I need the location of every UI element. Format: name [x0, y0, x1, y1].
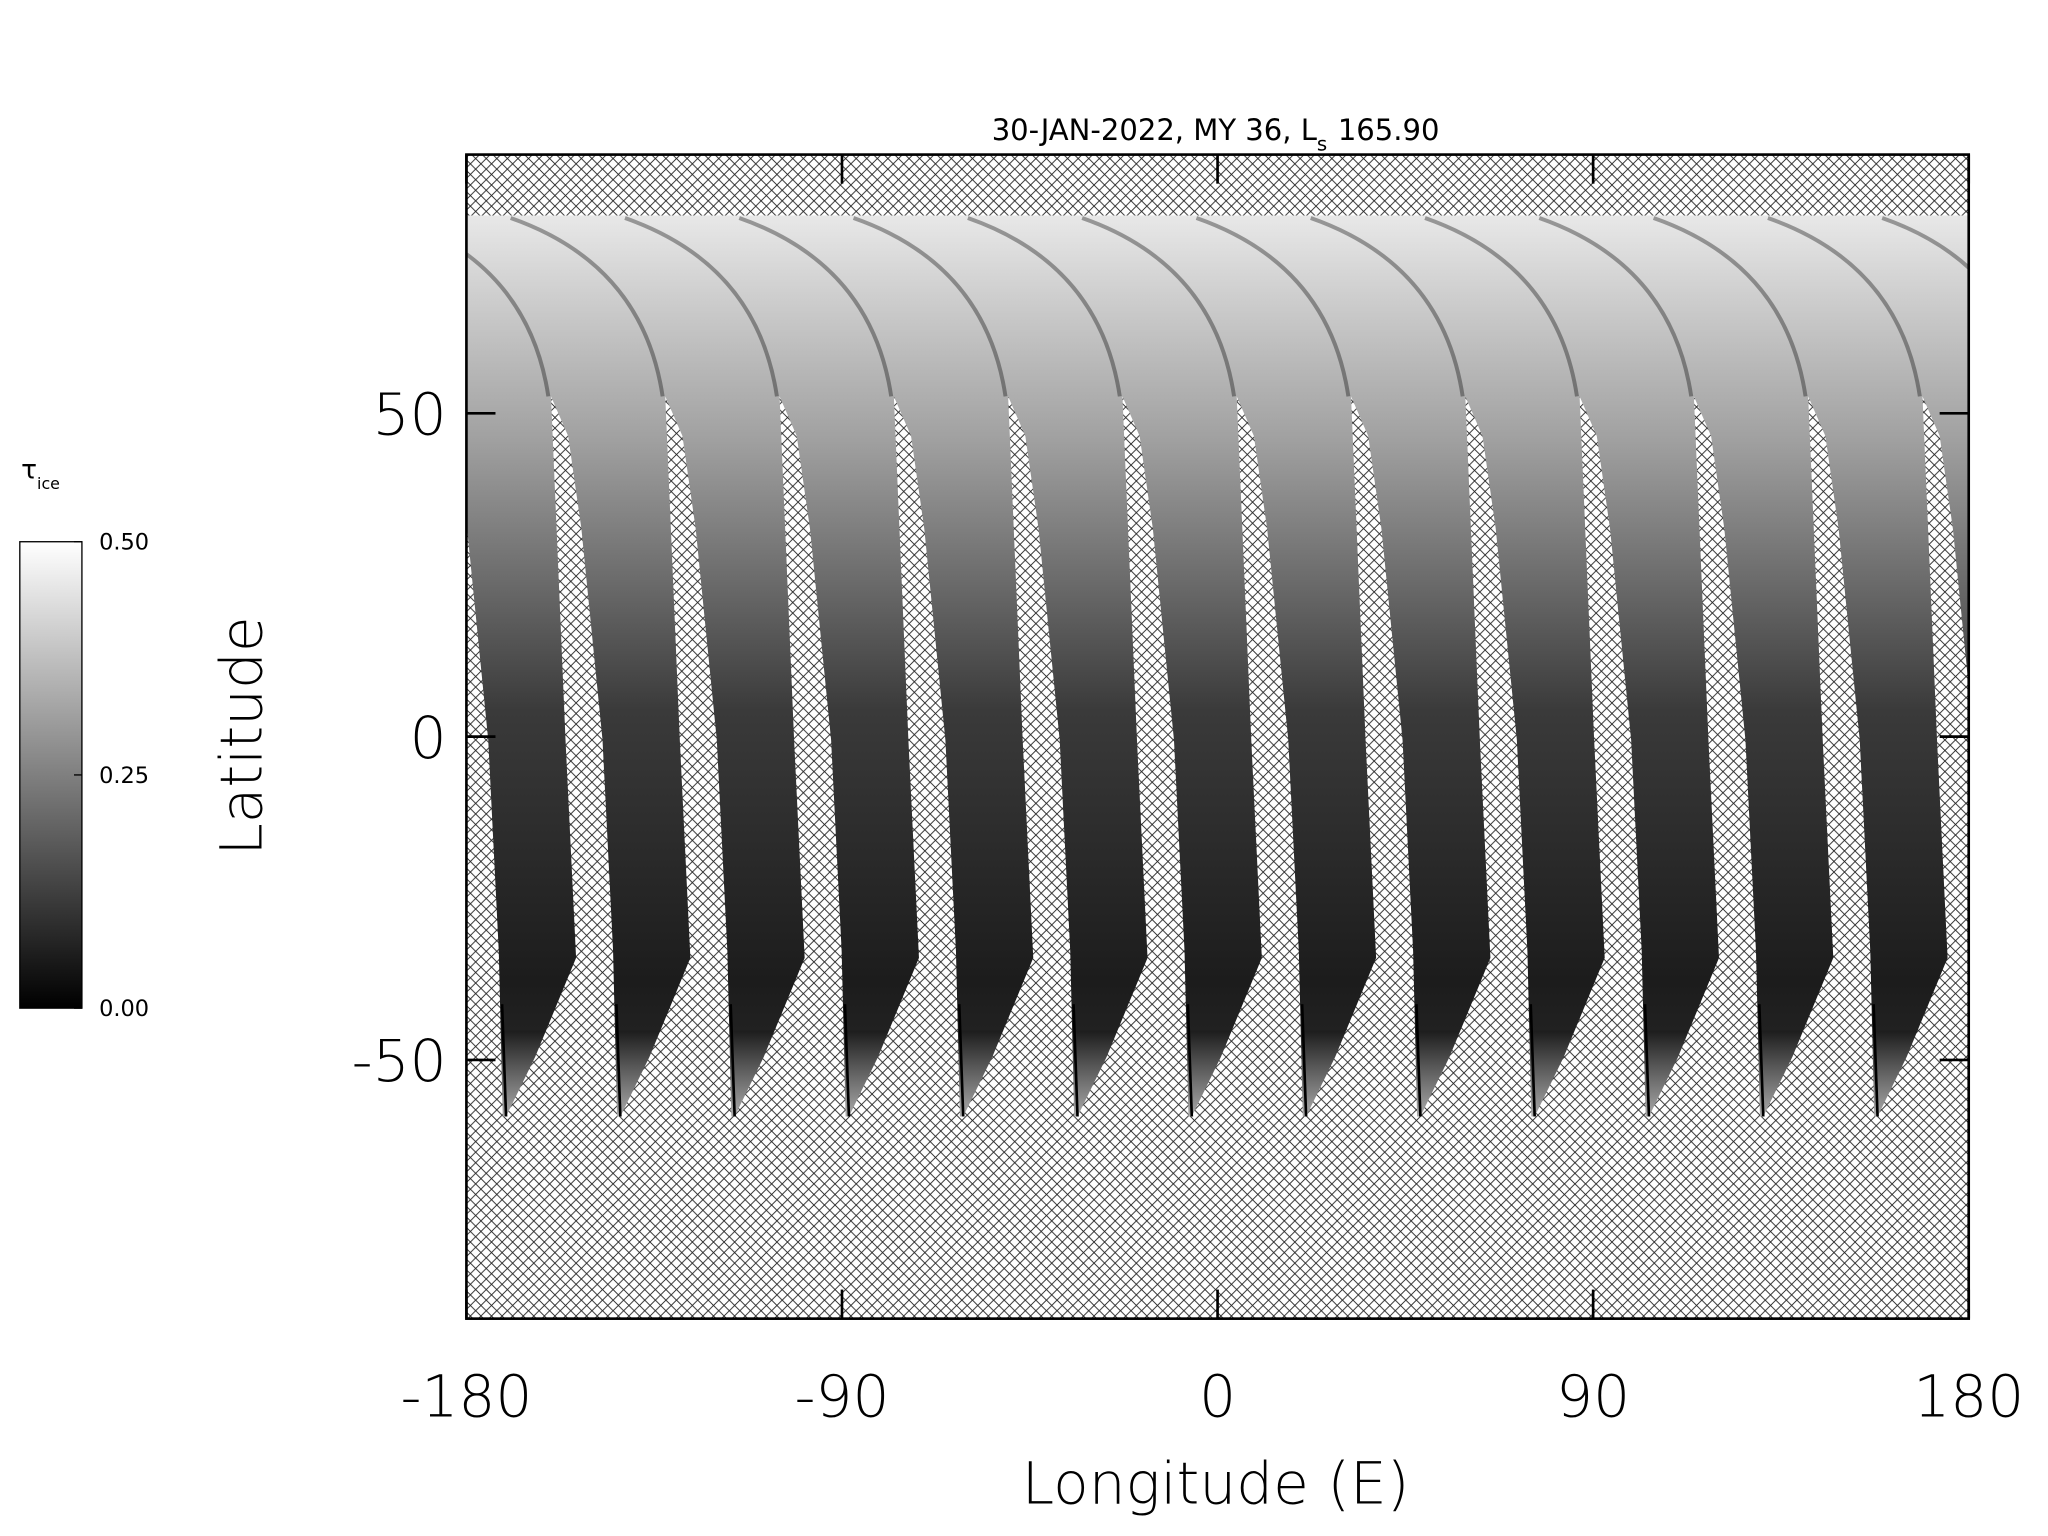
swath-edge-line [957, 1004, 965, 1117]
swath-gap [1077, 396, 1189, 1117]
swath-edge-line [1186, 1004, 1194, 1117]
swath-edge [510, 216, 665, 397]
colorbar-tick-label: 0.50 [99, 530, 149, 556]
swath-gap [506, 396, 618, 1117]
swath-edge [624, 216, 779, 397]
x-tick-label: 0 [1199, 1362, 1236, 1430]
title-subscript: s [1317, 133, 1327, 156]
swath-edge-line [500, 1004, 508, 1117]
swath-edge-line [1529, 1004, 1536, 1117]
swath-edge-line [843, 1004, 851, 1117]
swath-gap [1992, 396, 2048, 1116]
swath-edge-line [1988, 1004, 1992, 1116]
x-tick-label: 180 [1913, 1362, 2024, 1430]
y-axis-label: Latitude [208, 616, 276, 855]
swath-edge-line [1643, 1004, 1651, 1117]
x-tick-label: -180 [400, 1362, 532, 1430]
swath-edge [1424, 216, 1579, 397]
colorbar [19, 541, 83, 1009]
swath-gap [1877, 396, 1969, 1117]
swath-edge [738, 216, 894, 397]
plot-area [282, 154, 2048, 1319]
title-text: 30-JAN-2022, MY 36, L [992, 113, 1318, 147]
swath-edge-line [615, 1004, 622, 1117]
swath-edge-line [1872, 1004, 1879, 1117]
swath-edge [1081, 216, 1237, 397]
title-value: 165.90 [1338, 113, 1440, 147]
swath-gap [1306, 396, 1418, 1117]
swath-gap [734, 396, 846, 1117]
colorbar-tick-label: 0.25 [99, 763, 149, 789]
swath-gap [963, 396, 1075, 1117]
y-tick-label: 50 [373, 380, 447, 448]
swath-gap [1648, 396, 1760, 1117]
x-tick-label: 90 [1556, 1362, 1630, 1430]
swath-edge [967, 216, 1122, 397]
swath-edge [1538, 216, 1694, 397]
y-tick-label: -50 [352, 1027, 447, 1095]
swath-edge [1310, 216, 1465, 397]
swath-gap [848, 396, 960, 1117]
swath-gap [1420, 396, 1532, 1117]
x-axis-label: Longitude (E) [1022, 1450, 1410, 1518]
y-tick-label: 0 [410, 704, 447, 772]
swath-edge-line [1757, 1004, 1765, 1117]
swath-edge [852, 216, 1008, 397]
swath-edge [466, 251, 551, 397]
no-data [466, 1116, 1969, 1319]
swath-gap [1763, 396, 1875, 1117]
swath-gap [620, 396, 732, 1117]
swath-gap [1191, 396, 1303, 1117]
swath-edge-line [1415, 1004, 1422, 1117]
colorbar-tick-label: 0.00 [99, 996, 149, 1022]
swath-edge-line [729, 1004, 736, 1117]
swath-edge [282, 218, 434, 396]
colorbar-subscript: ice [37, 474, 60, 493]
swath-edge-line [1072, 1004, 1079, 1117]
chart-title: 30-JAN-2022, MY 36, Ls 165.90 [992, 113, 1440, 156]
swath-edge [1881, 216, 1969, 271]
swath-gap [1534, 396, 1646, 1117]
swath-edge [1195, 216, 1351, 397]
colorbar-symbol: τ [21, 454, 37, 485]
swath-gap [466, 523, 503, 1117]
x-tick-label: -90 [795, 1362, 890, 1430]
colorbar-label: τice [21, 454, 60, 493]
swath-edge [1767, 216, 1922, 397]
swath-edge [1652, 216, 1808, 397]
swath-edge-line [1300, 1004, 1308, 1117]
